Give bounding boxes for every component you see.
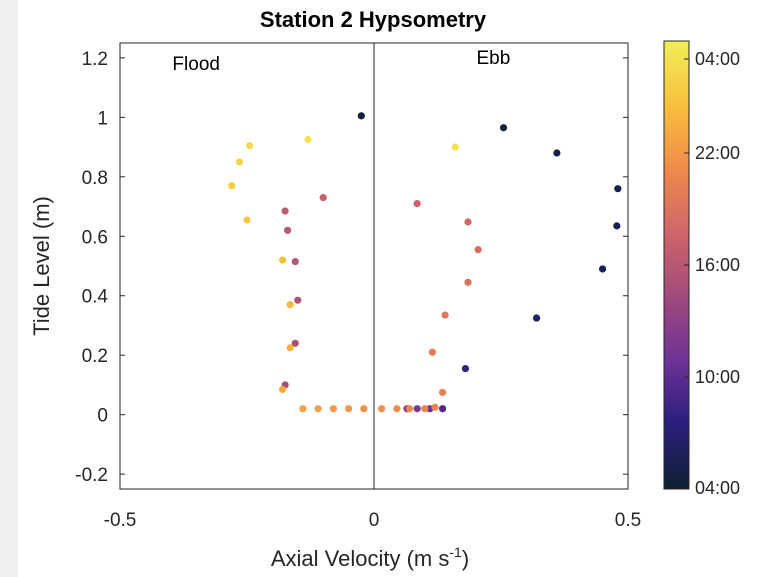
scatter-point <box>464 218 472 226</box>
y-tick-label: 0 <box>97 406 108 427</box>
colorbar-tick-label: 16:00 <box>695 255 740 275</box>
scatter-point <box>451 143 459 151</box>
y-tick-label: 0.4 <box>82 287 109 308</box>
y-tick-label: 1 <box>97 108 108 129</box>
y-axis-label: Tide Level (m) <box>29 196 54 336</box>
scatter-point <box>413 405 421 413</box>
x-axis-ticks: -0.5 0 0.5 <box>104 43 641 531</box>
scatter-point <box>284 226 292 234</box>
scatter-point <box>599 265 607 273</box>
scatter-point <box>428 348 437 356</box>
scatter-point <box>228 182 236 190</box>
scatter-point <box>299 405 307 413</box>
colorbar-tick-label: 04:00 <box>695 478 740 498</box>
scatter-point <box>319 194 327 202</box>
scatter-point <box>278 256 287 264</box>
y-tick-label: 0.6 <box>82 227 108 248</box>
scatter-point <box>532 314 541 322</box>
chart-title: Station 2 Hypsometry <box>260 7 487 32</box>
scatter-point <box>441 311 449 319</box>
scatter-point <box>245 141 254 150</box>
scatter-point <box>499 124 508 132</box>
x-tick-label: 0.5 <box>615 510 641 531</box>
scatter-point <box>438 405 447 413</box>
scatter-point <box>281 207 289 215</box>
scatter-point <box>431 403 439 411</box>
scatter-point <box>378 405 386 413</box>
colorbar-tick-label: 04:00 <box>695 49 740 69</box>
scatter-point <box>553 149 561 157</box>
scatter-point <box>474 246 482 254</box>
scatter-point <box>235 158 243 166</box>
scatter-point <box>345 405 353 413</box>
y-tick-label: 1.2 <box>82 49 108 70</box>
scatter-point <box>461 364 470 373</box>
scatter-point <box>464 278 472 286</box>
scatter-point <box>314 405 322 413</box>
scatter-point <box>291 257 299 266</box>
scatter-point <box>613 222 621 230</box>
colorbar-ticks: 04:00 10:00 16:00 22:00 04:00 <box>684 49 740 498</box>
scatter-point <box>294 296 302 304</box>
scatter-point <box>291 339 299 347</box>
scatter-point <box>421 405 429 413</box>
scatter-point <box>304 136 312 144</box>
scatter-point <box>360 405 368 413</box>
scatter-point <box>357 112 365 120</box>
y-tick-label: 0.2 <box>82 346 108 367</box>
scatter-point <box>286 344 294 352</box>
scatter-point <box>243 216 251 224</box>
scatter-point <box>278 385 287 393</box>
y-tick-label: 0.8 <box>82 168 108 189</box>
annotation-ebb: Ebb <box>476 48 510 69</box>
scatter-point <box>329 405 337 413</box>
scatter-point <box>405 405 414 413</box>
scatter-point <box>438 388 447 396</box>
colorbar-tick-label: 22:00 <box>695 143 740 163</box>
colorbar-tick-label: 10:00 <box>695 367 740 387</box>
x-axis-label: Axial Velocity (m s-1) <box>271 544 469 571</box>
scatter-point <box>614 185 622 193</box>
scatter-point <box>286 301 294 309</box>
scatter-points <box>228 112 622 413</box>
scatter-point <box>413 199 421 208</box>
x-tick-label: 0 <box>369 510 380 531</box>
scatter-point <box>393 405 401 413</box>
x-tick-label: -0.5 <box>104 510 137 531</box>
y-tick-label: -0.2 <box>75 465 108 486</box>
annotation-flood: Flood <box>172 54 220 75</box>
y-axis-ticks: -0.2 0 0.2 0.4 0.6 0.8 1 1.2 <box>75 49 628 486</box>
